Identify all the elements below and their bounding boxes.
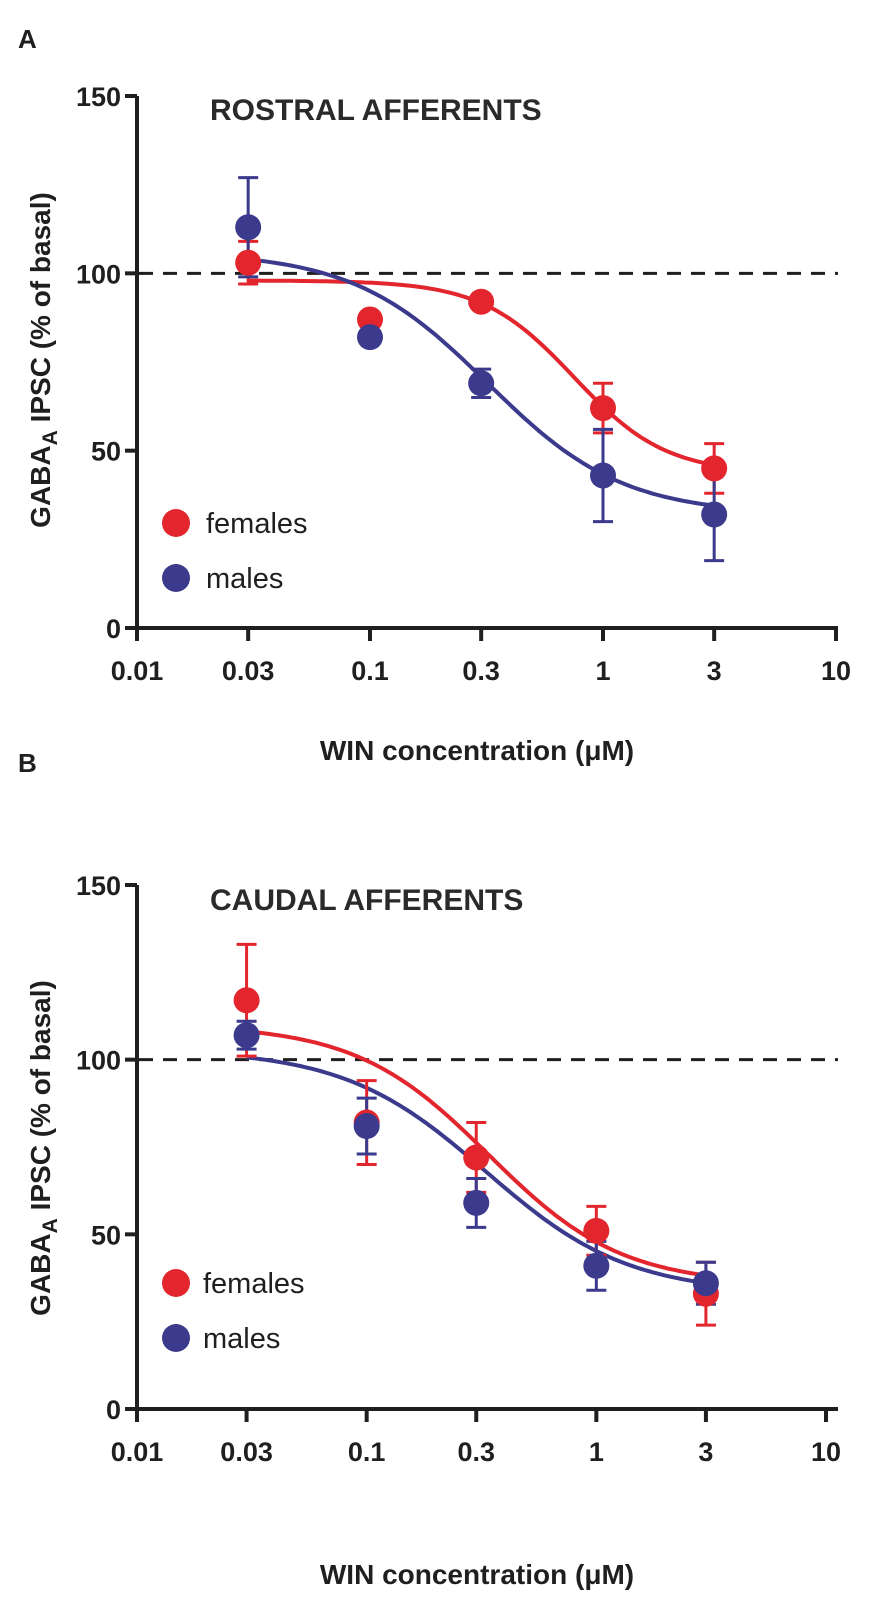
legend-marker-females <box>162 509 190 537</box>
y-axis-title: GABAA IPSC (% of basal) <box>25 980 62 1316</box>
x-tick-label: 10 <box>821 656 851 686</box>
legend-label-females: females <box>206 508 308 540</box>
x-tick-label: 0.1 <box>351 656 389 686</box>
x-tick-label: 0.3 <box>457 1437 495 1467</box>
x-tick-label: 0.3 <box>462 656 500 686</box>
x-tick-label: 1 <box>595 656 610 686</box>
panel-b: B CAUDAL AFFERENTS GABAA IPSC (% of basa… <box>18 748 841 1590</box>
y-tick-label: 50 <box>91 1220 121 1250</box>
y-tick-label: 50 <box>91 437 121 467</box>
y-axis-title: GABAA IPSC (% of basal) <box>25 192 62 528</box>
y-tick-label: 150 <box>76 82 121 112</box>
legend: females males <box>162 508 308 595</box>
x-tick-label: 0.1 <box>348 1437 386 1467</box>
chart-title: ROSTRAL AFFERENTS <box>210 94 542 127</box>
x-tick-label: 0.03 <box>222 656 275 686</box>
data-point-females <box>463 1144 490 1171</box>
x-tick-label: 3 <box>698 1437 713 1467</box>
panel-letter: A <box>18 24 37 54</box>
data-point-males <box>235 214 262 241</box>
data-point-males <box>692 1270 719 1297</box>
x-tick-label: 0.01 <box>111 1437 164 1467</box>
data-point-females <box>468 288 495 315</box>
legend: females males <box>162 1268 305 1355</box>
data-point-females <box>583 1217 610 1244</box>
data-point-males <box>701 501 728 528</box>
legend-label-males: males <box>203 1323 280 1355</box>
x-tick-label: 3 <box>707 656 722 686</box>
x-axis-title: WIN concentration (μM) <box>320 735 634 766</box>
y-axis-title-subscript: A <box>39 430 62 445</box>
data-point-females <box>235 249 262 276</box>
data-point-males <box>583 1252 610 1279</box>
data-point-females <box>701 455 728 482</box>
x-axis-title: WIN concentration (μM) <box>320 1559 634 1590</box>
legend-marker-males <box>162 564 190 592</box>
x-tick-label: 0.01 <box>111 656 164 686</box>
legend-label-males: males <box>206 563 283 595</box>
y-tick-label: 100 <box>76 259 121 289</box>
y-axis-title-rest: IPSC (% of basal) <box>25 192 56 430</box>
data-point-males <box>357 324 383 351</box>
data-point-males <box>590 462 616 489</box>
y-axis-title-subscript: A <box>39 1218 62 1233</box>
y-tick-label: 100 <box>76 1046 121 1076</box>
legend-label-females: females <box>203 1268 305 1300</box>
y-tick-label: 0 <box>106 614 121 644</box>
legend-marker-females <box>162 1269 190 1297</box>
y-tick-label: 0 <box>106 1395 121 1425</box>
x-tick-label: 0.03 <box>220 1437 273 1467</box>
y-axis-title-main: GABA <box>25 1233 56 1315</box>
data-point-males <box>233 1022 260 1049</box>
data-point-females <box>233 987 260 1014</box>
data-point-males <box>468 370 495 397</box>
y-tick-label: 150 <box>76 871 121 901</box>
panel-letter: B <box>18 748 37 778</box>
chart-title: CAUDAL AFFERENTS <box>210 884 523 917</box>
panel-a: A ROSTRAL AFFERENTS GABAA IPSC (% of bas… <box>18 24 851 766</box>
x-tick-label: 1 <box>589 1437 604 1467</box>
data-point-males <box>463 1189 490 1216</box>
data-point-males <box>353 1113 380 1140</box>
legend-marker-males <box>162 1324 190 1352</box>
y-axis-title-main: GABA <box>25 445 56 527</box>
y-axis-title-rest: IPSC (% of basal) <box>25 980 56 1218</box>
x-tick-label: 10 <box>811 1437 841 1467</box>
data-point-females <box>590 395 616 422</box>
